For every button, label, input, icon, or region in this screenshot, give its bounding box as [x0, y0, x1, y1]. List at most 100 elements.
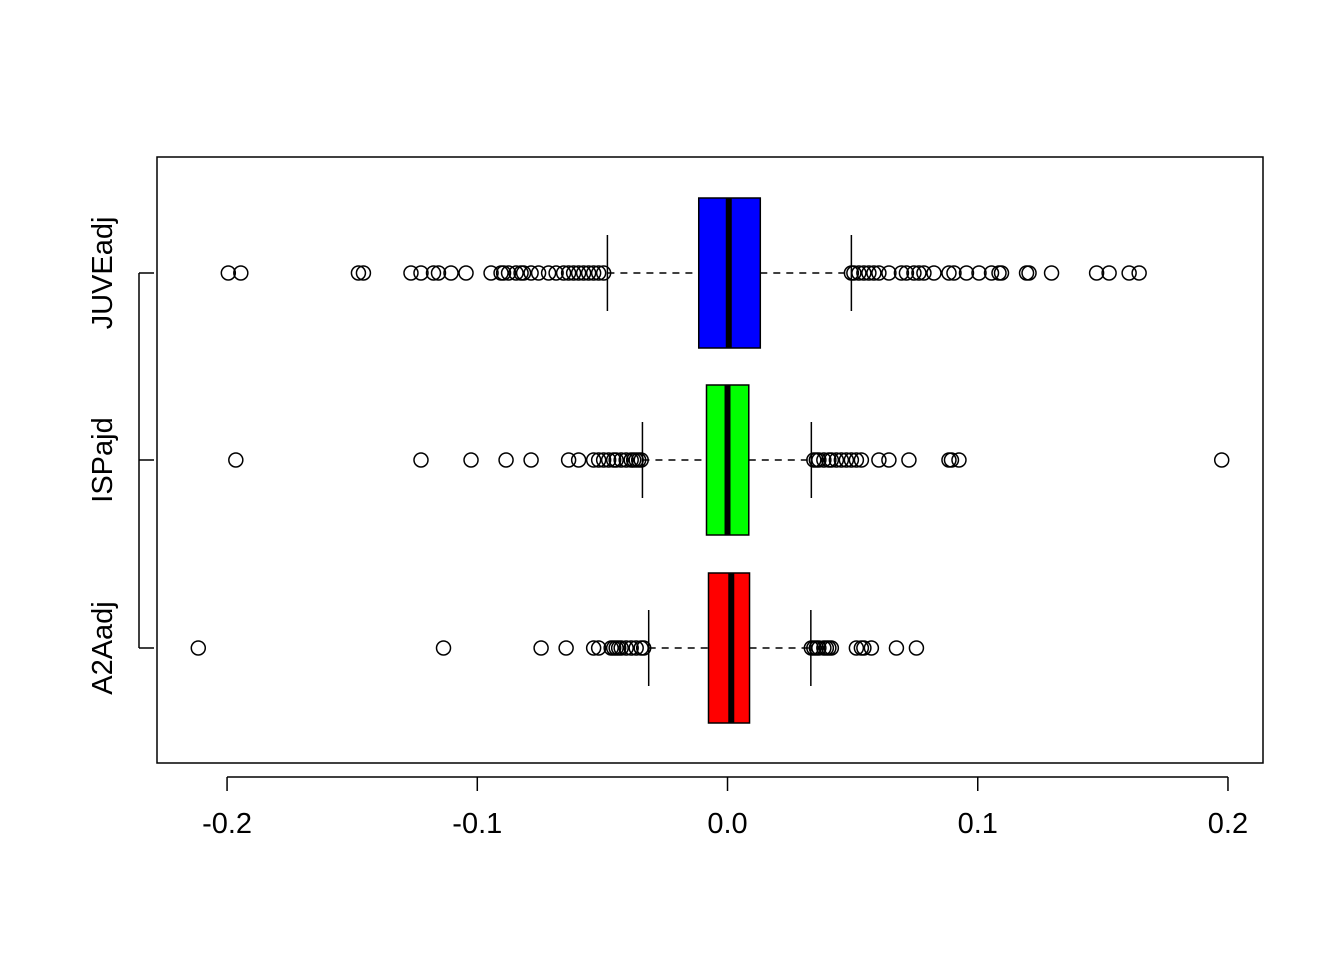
outlier-point: [1101, 265, 1117, 281]
outlier-point: [590, 265, 607, 281]
outlier-point: [1121, 265, 1137, 281]
outlier-point: [926, 265, 942, 281]
outlier-point: [495, 265, 512, 281]
outlier-point: [595, 452, 612, 468]
outlier-point: [540, 265, 557, 281]
outlier-point: [871, 452, 887, 468]
outlier-point: [435, 640, 452, 656]
outlier-point: [901, 452, 917, 468]
outlier-point: [951, 452, 967, 468]
outlier-point: [946, 265, 962, 281]
outlier-point: [570, 452, 587, 468]
y-axis: A2Aadj ISPajd JUVEadj: [87, 217, 154, 695]
outlier-point: [1021, 265, 1037, 281]
outlier-point: [590, 452, 607, 468]
outlier-point: [633, 452, 649, 468]
outlier-point: [993, 265, 1010, 281]
outlier-point: [888, 640, 905, 656]
outlier-point: [823, 452, 840, 468]
outlier-point: [866, 265, 882, 281]
outlier-point: [811, 640, 827, 656]
outlier-point: [971, 265, 987, 281]
outlier-point: [560, 265, 577, 281]
outlier-point: [565, 265, 582, 281]
outlier-point: [856, 265, 872, 281]
outlier-point: [523, 265, 539, 281]
outlier-point: [350, 265, 367, 281]
outlier-point: [628, 640, 644, 656]
outlier-point: [635, 640, 652, 656]
outlier-point: [881, 265, 897, 281]
outlier-point: [558, 640, 574, 656]
y-tick-label: A2Aadj: [87, 601, 119, 695]
outlier-point: [403, 265, 419, 281]
outlier-point: [508, 265, 524, 281]
outlier-point: [1088, 265, 1105, 281]
outlier-point: [530, 265, 547, 281]
outlier-point: [483, 265, 499, 281]
outlier-point: [595, 265, 612, 281]
outlier-point: [515, 265, 532, 281]
outlier-point: [916, 265, 932, 281]
outlier-point: [220, 265, 237, 281]
outlier-point: [590, 640, 607, 656]
outlier-point: [823, 640, 840, 656]
outlier-point: [811, 452, 827, 468]
x-tick-label: 0.2: [1208, 808, 1248, 840]
outlier-point: [828, 452, 845, 468]
outlier-point: [851, 265, 867, 281]
outlier-point: [623, 640, 639, 656]
outlier-point: [413, 452, 429, 468]
outlier-point: [863, 640, 880, 656]
outlier-point: [871, 265, 887, 281]
outlier-point: [618, 640, 634, 656]
outlier-point: [555, 265, 572, 281]
outlier-point: [941, 265, 957, 281]
outlier-point: [1043, 265, 1060, 281]
outlier-point: [575, 265, 592, 281]
outlier-point: [463, 452, 479, 468]
outlier-point: [861, 265, 877, 281]
x-tick-label: 0.1: [958, 808, 998, 840]
outlier-point: [560, 452, 577, 468]
outlier-point: [425, 265, 442, 281]
outlier-point: [816, 452, 832, 468]
outlier-point: [618, 452, 634, 468]
box-group: [190, 197, 1230, 724]
outlier-point: [943, 452, 960, 468]
outlier-point: [848, 452, 865, 468]
outlier-point: [585, 640, 602, 656]
outlier-point: [958, 265, 975, 281]
outlier-point: [233, 265, 249, 281]
outlier-point: [856, 640, 872, 656]
outlier-point: [443, 265, 459, 281]
x-tick-label: -0.2: [202, 808, 252, 840]
x-tick-label: 0.0: [707, 808, 747, 840]
outlier-point: [355, 265, 372, 281]
outlier-point: [580, 265, 597, 281]
outlier-point: [458, 265, 474, 281]
outlier-point: [838, 452, 855, 468]
outlier-point: [600, 452, 617, 468]
outlier-point: [846, 265, 862, 281]
outlier-point: [413, 265, 429, 281]
outlier-point: [498, 452, 514, 468]
x-axis: -0.2 -0.1 0.0 0.1 0.2: [202, 776, 1248, 840]
outlier-point: [843, 452, 860, 468]
outlier-point: [570, 265, 587, 281]
box-juveadj: [220, 197, 1147, 349]
outlier-point: [190, 640, 207, 656]
outlier-point: [608, 452, 624, 468]
outlier-point: [430, 265, 447, 281]
x-tick-label: -0.1: [452, 808, 502, 840]
outlier-point: [853, 452, 870, 468]
outlier-point: [523, 452, 539, 468]
outlier-point: [1213, 452, 1230, 468]
outlier-point: [228, 452, 244, 468]
box-ispajd: [228, 384, 1230, 536]
plot-frame: [156, 156, 1264, 764]
outlier-point: [848, 640, 865, 656]
outlier-point: [533, 640, 549, 656]
box-a2aadj: [190, 572, 925, 724]
